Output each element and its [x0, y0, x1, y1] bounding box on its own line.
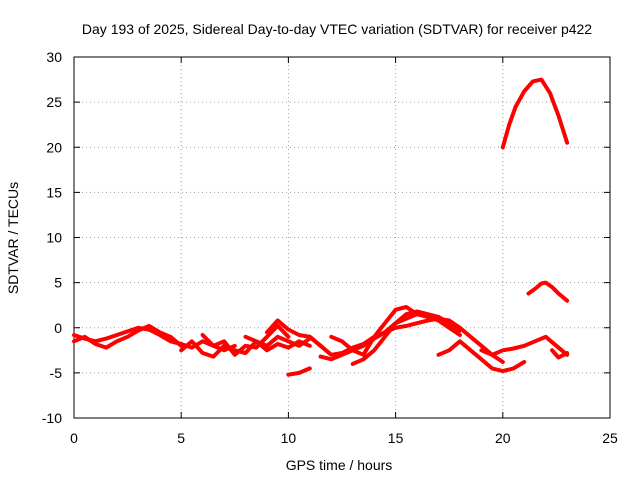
series-line-arc-10 — [329, 305, 419, 357]
series-layer — [72, 77, 570, 377]
x-tick-label: 10 — [281, 430, 297, 446]
x-tick-label: 20 — [495, 430, 511, 446]
y-tick-label: 20 — [46, 139, 62, 155]
series-line-arc-15 — [500, 77, 570, 150]
series-line-arc-16 — [526, 280, 570, 303]
x-tick-label: 25 — [602, 430, 618, 446]
y-tick-label: 0 — [54, 320, 62, 336]
x-axis-label: GPS time / hours — [286, 457, 393, 473]
series-line-arc-7 — [286, 366, 312, 377]
x-tick-label: 0 — [70, 430, 78, 446]
series-line-arc-5 — [243, 334, 312, 353]
series-line-arc-11 — [350, 309, 462, 366]
series-line-arc-3 — [179, 334, 312, 359]
series-line-arc-2 — [72, 323, 184, 350]
series-line-arc-12 — [436, 339, 527, 374]
y-tick-label: 30 — [46, 49, 62, 65]
y-tick-label: -10 — [42, 410, 62, 426]
x-tick-label: 15 — [388, 430, 404, 446]
y-tick-label: 5 — [54, 275, 62, 291]
x-tick-label: 5 — [177, 430, 185, 446]
chart-title: Day 193 of 2025, Sidereal Day-to-day VTE… — [82, 21, 592, 37]
y-tick-label: 10 — [46, 230, 62, 246]
series-line-arc-4 — [200, 323, 291, 357]
grid-layer — [74, 57, 610, 418]
series-line-arc-14 — [550, 348, 570, 360]
y-tick-label: 15 — [46, 184, 62, 200]
y-axis-label: SDTVAR / TECUs — [5, 182, 21, 294]
ticks-layer: 0 5 10 15 20 25 -10 -5 0 5 10 15 20 25 30 — [42, 49, 618, 446]
series-line-arc-1 — [72, 325, 237, 353]
series-line-arc-13 — [479, 334, 570, 357]
y-tick-label: 25 — [46, 94, 62, 110]
y-tick-label: -5 — [50, 365, 63, 381]
